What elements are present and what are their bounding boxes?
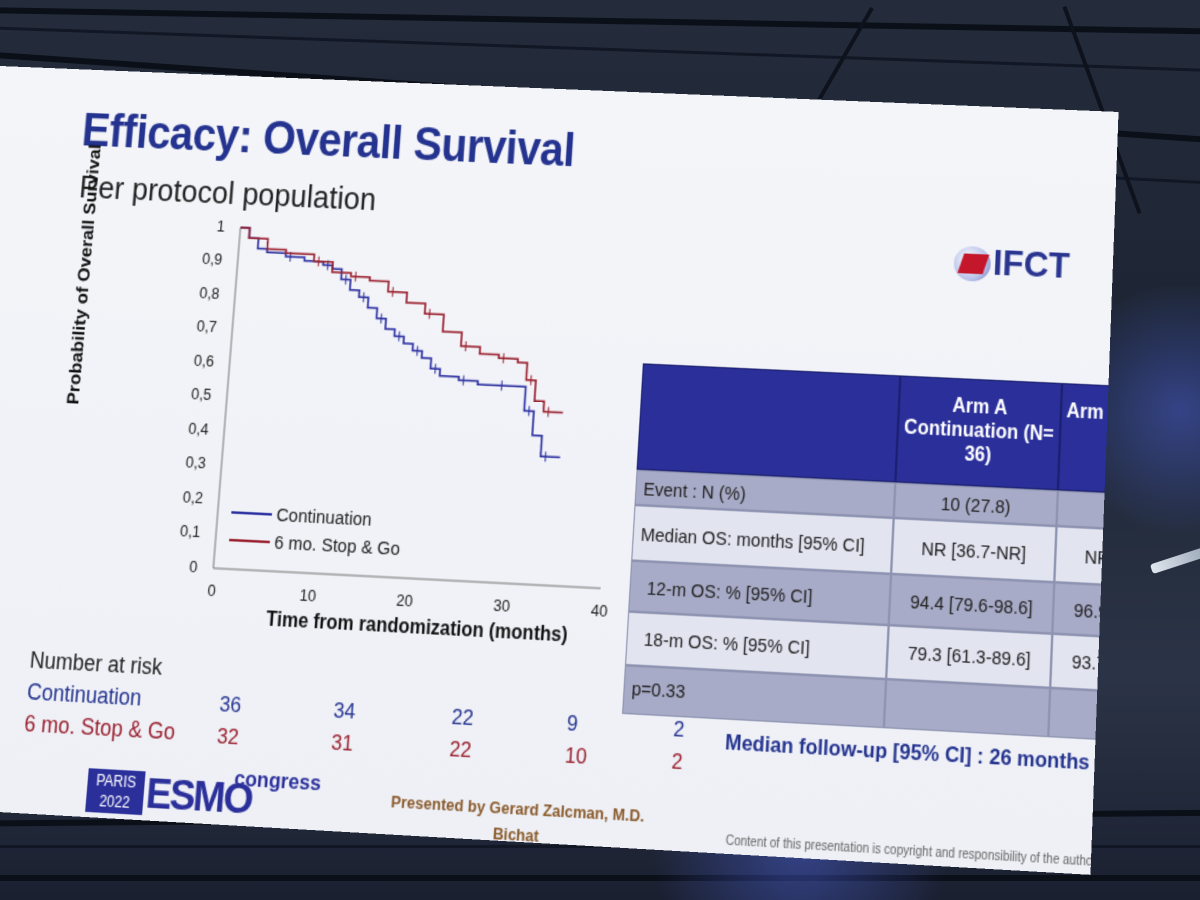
risk-count: 22 [451,705,474,732]
legend-label: Continuation [276,503,373,530]
arm-a-header-text: Arm A Continuation (N= 36) [897,392,1060,472]
cell-p-value-b [1048,688,1118,746]
esmo-congress-logo: PARIS 2022 ESMO congress [85,766,317,831]
y-tick-label: 0,3 [185,455,207,473]
y-tick-label: 0,9 [201,252,222,270]
x-tick-label: 30 [493,597,511,616]
censor-mark [363,292,364,302]
legend-label: 6 mo. Stop & Go [274,531,401,559]
x-axis-line [213,568,600,588]
cell-12m-os-a: 94.4 [79.6-98.6] [889,574,1055,634]
risk-count: 2 [671,749,683,776]
copyright-notice: Content of this presentation is copyrigh… [725,834,1118,875]
censor-mark [417,346,418,356]
y-tick-label: 0,5 [190,387,212,405]
cell-18m-os-a: 79.3 [61.3-89.6] [886,625,1052,688]
censor-mark [318,256,319,266]
censor-mark [381,314,382,324]
cell-median-os-b: NR [35.2-NR] [1054,526,1118,591]
y-tick-label: 0,6 [193,353,215,371]
censor-mark [501,381,502,391]
kaplan-meier-chart: 00,10,20,30,40,50,60,70,80,910 10 20 30 40Co… [118,218,656,654]
censor-mark [435,364,436,374]
x-tick-label: 40 [590,603,608,622]
cell-p-value-a [884,679,1050,737]
censor-mark [503,353,504,363]
y-tick-label: 0,2 [182,489,204,508]
survival-curve-stop-go [227,228,574,413]
censor-mark [545,452,546,462]
risk-count: 2 [673,717,685,743]
follow-up-tail: [24-31] from randomization [1095,750,1119,788]
censor-mark [465,341,466,351]
x-tick-label: 20 [396,592,414,611]
y-tick-label: 0,1 [179,524,201,543]
y-tick-label: 0 [189,559,199,577]
esmo-city: PARIS [87,769,146,793]
risk-label-continuation: Continuation [26,679,143,712]
cell-median-os-a: NR [36.7-NR] [891,518,1056,582]
presenter-credit: Presented by Gerard Zalcman, M.D. Bichat… [363,788,669,875]
y-tick-label: 0,8 [199,285,221,303]
risk-count: 22 [449,737,473,764]
presenter-line-1: Presented by Gerard Zalcman, M.D. Bichat [365,788,669,857]
risk-count: 31 [330,730,354,757]
esmo-city-badge: PARIS 2022 [85,768,146,815]
censor-mark [392,287,393,297]
risk-count: 9 [566,711,579,737]
censor-mark [355,272,356,282]
survival-curve-continuation [223,228,573,458]
censor-mark [531,375,532,385]
y-axis-line [213,228,240,569]
risk-label-stop-go: 6 mo. Stop & Go [23,711,176,746]
censor-mark [548,407,549,417]
legend-swatch [229,540,270,542]
y-tick-label: 0,7 [196,319,218,337]
esmo-suffix: congress [233,766,321,797]
logo-text: IFCT [992,242,1070,288]
table-header-arm-b: Arm B Stop & Go (N = 32) [1058,383,1119,498]
slide-subtitle: Per protocol population [78,168,378,219]
censor-mark [399,331,400,341]
risk-count: 34 [333,698,357,725]
y-tick-label: 1 [216,219,225,236]
y-axis-label: Probability of Overall Survival [64,144,106,405]
cell-18m-os-b: 93.7 [77.2-98.4] [1050,634,1118,697]
y-tick-label: 0,4 [188,421,210,439]
x-tick-label: 0 [207,583,217,601]
x-tick-label: 10 [299,587,317,606]
risk-count: 32 [216,724,240,751]
risk-table-title: Number at risk [29,647,163,681]
table-header-blank [637,363,901,482]
censor-mark [529,406,530,416]
legend-swatch [231,512,272,514]
esmo-year: 2022 [85,790,144,814]
censor-mark [429,309,430,319]
slide-title: Efficacy: Overall Survival [80,106,576,179]
risk-count: 36 [219,692,243,719]
arm-b-header-text: Arm B Stop & Go (N = 32) [1061,399,1119,455]
slide-content: Efficacy: Overall Survival Per protocol … [0,66,1119,875]
ifct-logo: IFCT [953,241,1091,292]
risk-count: 10 [564,743,587,770]
censor-mark [463,375,464,385]
table-header-arm-a: Arm A Continuation (N= 36) [895,375,1062,490]
censor-mark [346,275,347,285]
